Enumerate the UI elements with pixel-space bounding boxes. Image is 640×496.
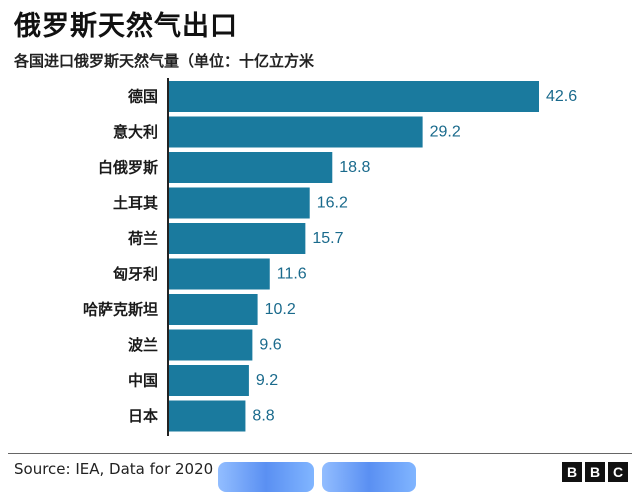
category-label: 白俄罗斯 — [98, 159, 158, 177]
value-label: 9.6 — [259, 337, 281, 354]
chart-title: 俄罗斯天然气出口 — [14, 11, 238, 42]
category-label: 哈萨克斯坦 — [83, 301, 158, 319]
category-label: 波兰 — [128, 336, 158, 354]
value-label: 10.2 — [265, 301, 296, 318]
bar — [169, 187, 310, 219]
bbc-logo: B B C — [562, 462, 628, 482]
category-label: 匈牙利 — [113, 265, 158, 283]
bar — [169, 223, 306, 254]
value-label: 42.6 — [546, 88, 577, 105]
value-label: 29.2 — [430, 124, 461, 141]
category-label: 中国 — [128, 372, 158, 390]
value-label: 11.6 — [277, 266, 307, 283]
category-label: 土耳其 — [113, 194, 158, 212]
footer-divider — [8, 453, 632, 454]
bbc-logo-letter: C — [608, 462, 628, 482]
value-label: 9.2 — [256, 372, 278, 389]
category-label: 意大利 — [113, 123, 158, 141]
chart-subtitle: 各国进口俄罗斯天然气量（单位：十亿立方米 — [14, 52, 315, 70]
value-label: 8.8 — [252, 408, 274, 425]
value-label: 16.2 — [317, 195, 348, 212]
category-label: 荷兰 — [128, 230, 158, 248]
bar — [169, 258, 270, 290]
bar — [169, 81, 539, 112]
bar — [169, 116, 423, 148]
bar — [169, 400, 246, 432]
bar-chart: 德国 42.6 意大利 29.2 白俄罗斯 18.8 土耳其 16.2 荷兰 15.7 匈牙利 11.… — [83, 78, 577, 436]
category-label: 日本 — [128, 407, 158, 425]
source-note: Source: IEA, Data for 2020 — [14, 460, 214, 478]
bbc-logo-letter: B — [562, 462, 582, 482]
value-label: 18.8 — [339, 159, 370, 176]
bar — [169, 329, 253, 361]
category-label: 德国 — [128, 88, 158, 106]
value-label: 15.7 — [312, 230, 343, 247]
bar — [169, 294, 258, 325]
blurred-watermark-left — [218, 462, 314, 492]
bar — [169, 365, 249, 396]
bbc-logo-letter: B — [585, 462, 605, 482]
blurred-watermark-right — [322, 462, 416, 492]
bar — [169, 152, 333, 183]
